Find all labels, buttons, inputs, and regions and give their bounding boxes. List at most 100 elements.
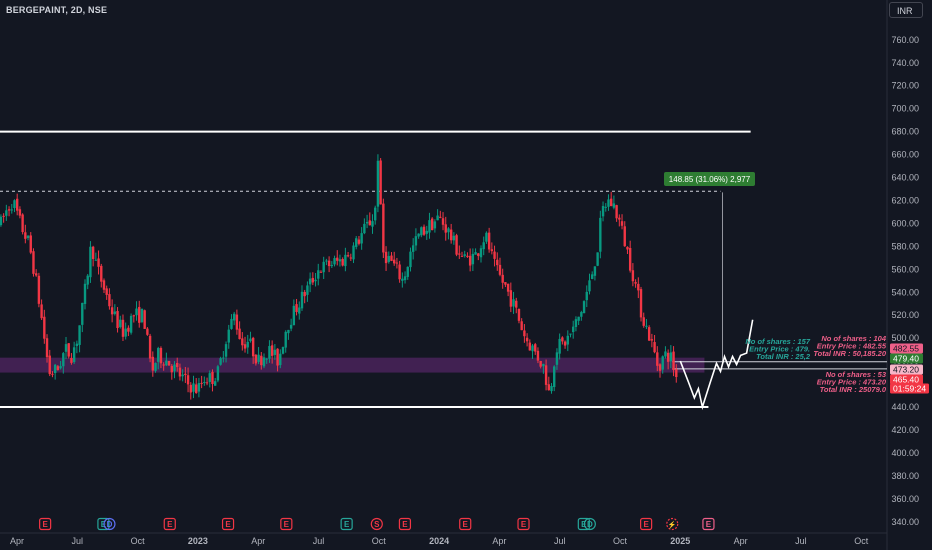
event-letter: E xyxy=(42,520,48,529)
candle-body xyxy=(116,311,119,329)
candle-body xyxy=(553,366,556,388)
event-letter: E xyxy=(167,520,173,529)
position-annotation: Total INR : 25079.0 xyxy=(820,385,887,394)
dividend-event-icon[interactable] xyxy=(103,517,116,531)
y-tick-label: 700.00 xyxy=(891,104,919,114)
candle-body xyxy=(192,383,195,392)
candle-body xyxy=(357,239,361,244)
candle-body xyxy=(222,357,225,359)
demand-zone[interactable] xyxy=(0,357,705,373)
candle-body xyxy=(260,355,263,366)
candle-body xyxy=(615,205,618,219)
candle-body xyxy=(24,232,27,239)
candle-body xyxy=(303,291,306,297)
candle-body xyxy=(165,360,168,366)
candle-body xyxy=(425,230,428,234)
earnings-event-icon[interactable] xyxy=(459,517,472,531)
candle-body xyxy=(577,316,580,321)
price-label-bg xyxy=(890,343,923,354)
y-tick-label: 420.00 xyxy=(891,425,919,435)
position-annotation: Total INR : 50,185.20 xyxy=(813,349,886,358)
earnings-event-icon[interactable] xyxy=(398,517,412,531)
position-annotation: Entry Price : 473.20 xyxy=(817,378,887,387)
currency-selector[interactable]: INR xyxy=(889,2,923,18)
y-tick-label: 660.00 xyxy=(891,150,919,160)
candle-body xyxy=(504,282,507,285)
event-letter: E xyxy=(643,520,649,529)
candle-body xyxy=(534,344,537,352)
dividend-event-icon[interactable] xyxy=(583,517,596,531)
earnings-event-icon[interactable] xyxy=(702,517,715,531)
candle-body xyxy=(612,203,616,208)
candle-body xyxy=(580,312,583,317)
candle-body xyxy=(195,384,198,394)
candle-body xyxy=(341,259,344,266)
candle-body xyxy=(398,264,401,280)
earnings-event-icon[interactable] xyxy=(221,517,235,531)
candle-body xyxy=(268,346,271,359)
candle-body xyxy=(420,227,423,236)
candle-body xyxy=(544,365,548,385)
candle-body xyxy=(287,329,290,334)
candle-body xyxy=(547,384,551,391)
position-annotation: Total INR : 25,2 xyxy=(756,352,811,361)
price-label: 482.55 xyxy=(893,344,919,354)
earnings-event-icon[interactable] xyxy=(97,517,110,531)
candle-body xyxy=(523,330,526,337)
earnings-event-icon[interactable] xyxy=(640,517,653,531)
candle-body xyxy=(40,304,43,319)
candle-body xyxy=(230,318,233,329)
x-tick-label: Oct xyxy=(131,536,146,546)
candle-body xyxy=(45,338,49,358)
candle-body xyxy=(26,235,30,239)
candle-body xyxy=(620,221,624,226)
candle-body xyxy=(468,255,472,266)
earnings-event-icon[interactable] xyxy=(163,517,176,531)
candle-body xyxy=(48,355,51,375)
candle-body xyxy=(32,251,35,274)
earnings-event-icon[interactable] xyxy=(577,517,590,531)
candle-body xyxy=(5,210,8,216)
earnings-event-icon[interactable] xyxy=(280,517,293,531)
split-event-icon[interactable] xyxy=(370,517,383,531)
x-tick-label: 2025 xyxy=(670,536,690,546)
candle-body xyxy=(558,338,561,354)
candle-body xyxy=(181,374,184,377)
candle-body xyxy=(53,364,57,374)
candle-body xyxy=(609,198,613,207)
earnings-event-icon[interactable] xyxy=(340,517,353,531)
candle-body xyxy=(531,345,534,352)
earnings-event-icon[interactable] xyxy=(517,517,530,531)
candle-body xyxy=(70,358,73,363)
candle-body xyxy=(37,275,41,304)
x-tick-label: Jul xyxy=(795,536,807,546)
candle-body xyxy=(15,198,19,211)
candle-body xyxy=(360,233,363,244)
candle-body xyxy=(273,349,277,355)
candle-body xyxy=(146,328,149,335)
candle-body xyxy=(102,280,106,290)
earnings-event-icon[interactable] xyxy=(39,517,52,531)
candle-body xyxy=(105,288,108,295)
candle-body xyxy=(186,375,190,385)
candle-body xyxy=(525,337,529,342)
candle-body xyxy=(276,348,279,366)
candle-body xyxy=(262,357,266,367)
x-tick-label: Apr xyxy=(10,536,24,546)
candle-body xyxy=(637,283,640,291)
candle-body xyxy=(257,354,260,362)
candle-body xyxy=(317,270,320,279)
projection-path[interactable] xyxy=(679,319,754,411)
price-label-bg xyxy=(890,383,929,394)
candle-body xyxy=(487,232,491,250)
candle-body xyxy=(539,360,542,367)
candle-body xyxy=(91,246,95,259)
x-tick-label: Jul xyxy=(72,536,84,546)
y-tick-label: 560.00 xyxy=(891,264,919,274)
candle-body xyxy=(327,260,331,267)
x-tick-label: Oct xyxy=(372,536,387,546)
candle-body xyxy=(64,344,68,352)
lightning-event-icon[interactable] xyxy=(666,517,679,531)
y-tick-label: 520.00 xyxy=(891,310,919,320)
